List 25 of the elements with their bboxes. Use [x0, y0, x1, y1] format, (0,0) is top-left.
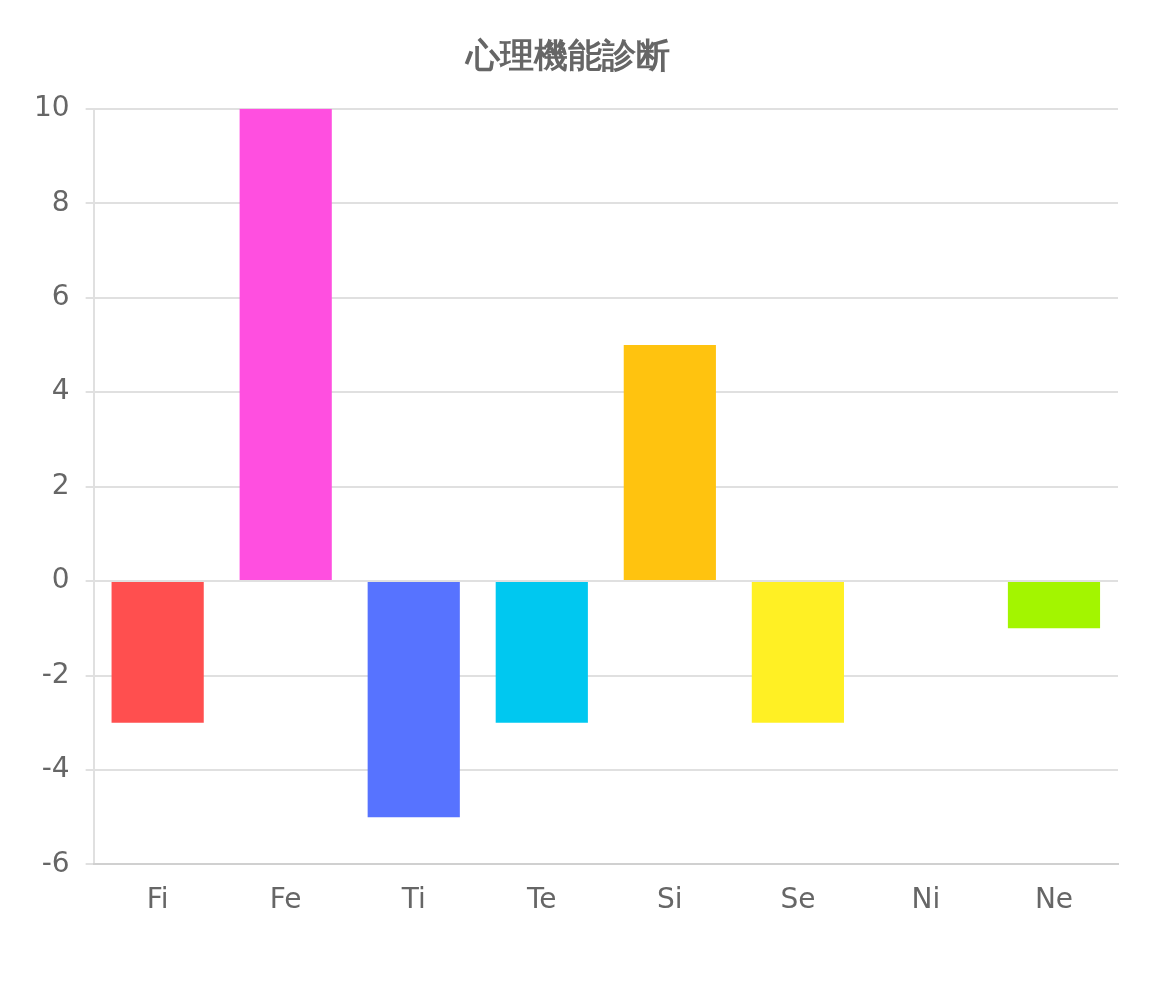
y-tick-label: 8	[51, 184, 70, 218]
x-tick-label: Ni	[911, 882, 941, 916]
x-tick-label: Ne	[1034, 882, 1074, 916]
x-tick-label: Fe	[269, 882, 302, 916]
x-tick-label: Se	[780, 882, 816, 916]
bar	[495, 582, 588, 723]
y-tick-label: 4	[51, 373, 70, 407]
x-tick-label: Si	[657, 882, 683, 916]
y-tick-label: -4	[41, 751, 70, 785]
y-tick-label: -2	[41, 656, 70, 690]
y-tick-label: 0	[51, 562, 70, 596]
bar	[111, 582, 204, 723]
bar	[751, 582, 844, 723]
x-tick-label: Te	[526, 882, 557, 916]
y-tick-label: 6	[51, 278, 70, 312]
y-tick-label: 2	[51, 467, 70, 501]
bar	[367, 582, 460, 818]
bar	[239, 108, 332, 581]
y-tick-label: -6	[41, 845, 70, 879]
y-tick-label: 10	[33, 90, 70, 124]
chart-title: 心理機能診断	[464, 35, 670, 76]
bar	[1007, 582, 1101, 629]
x-tick-label: Ti	[400, 882, 426, 916]
bar	[623, 344, 716, 581]
x-tick-label: Fi	[146, 882, 169, 916]
